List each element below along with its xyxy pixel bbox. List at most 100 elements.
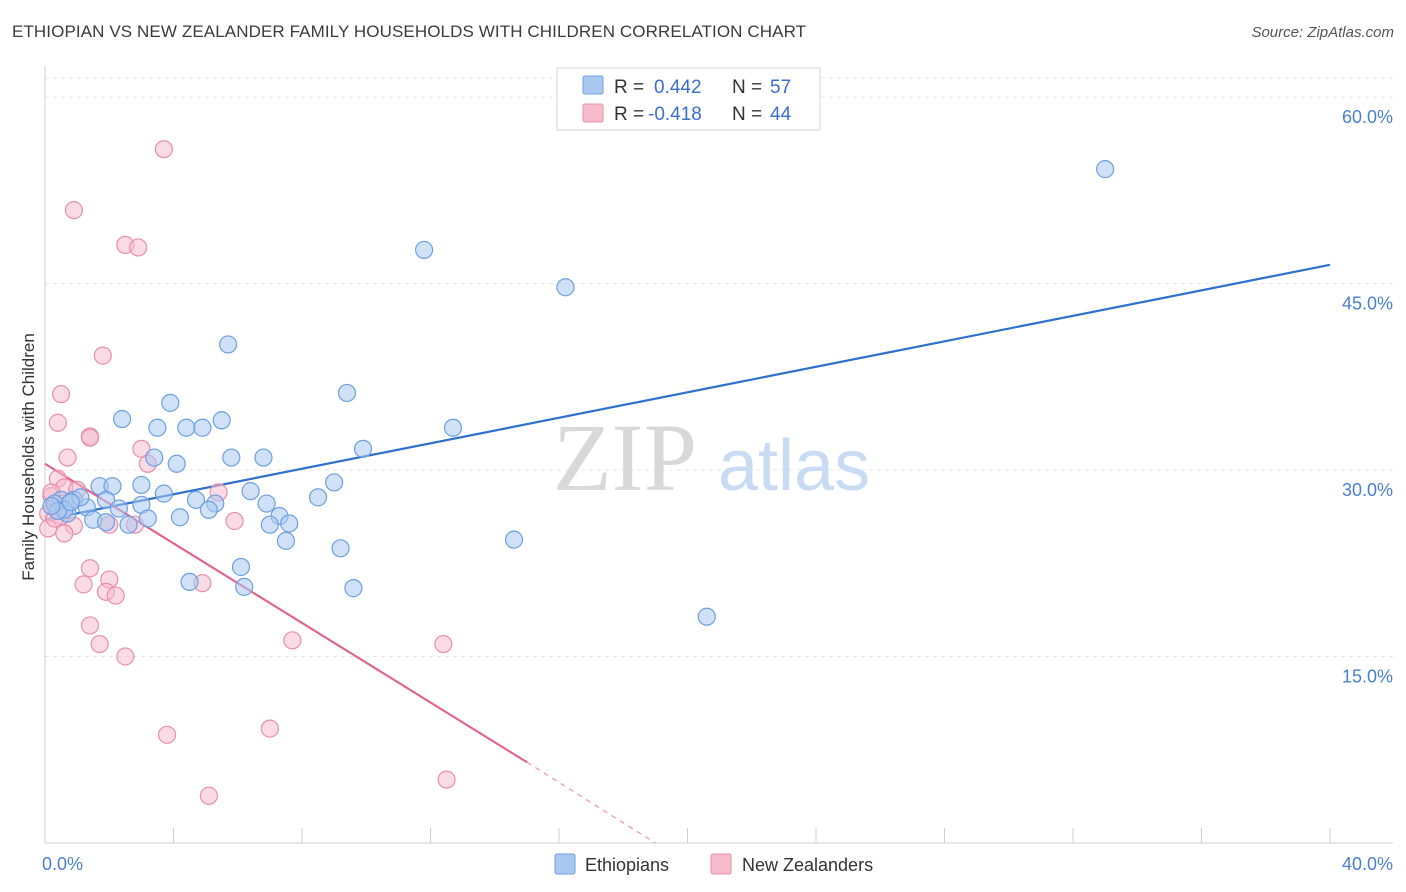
y-tick-labels: 15.0% 30.0% 45.0% 60.0% xyxy=(1342,107,1393,687)
ethiopians-point-43 xyxy=(276,531,296,550)
legend-n-value-2: 44 xyxy=(770,104,792,125)
ethiopians-point-4 xyxy=(337,383,357,403)
new-zealanders-point-38 xyxy=(260,719,279,738)
y-tick-label-1: 30.0% xyxy=(1342,480,1393,500)
legend-new-zealanders-label: New Zealanders xyxy=(742,855,873,875)
x-tick-label-max: 40.0% xyxy=(1342,854,1393,874)
new-zealanders-point-41 xyxy=(199,786,218,805)
new-zealanders-point-21 xyxy=(225,511,244,531)
new-zealanders-point-5 xyxy=(51,385,71,404)
new-zealanders-point-1 xyxy=(64,201,84,220)
new-zealanders-point-27 xyxy=(80,559,100,578)
ethiopians-point-50 xyxy=(697,607,716,626)
source-credit: Source: ZipAtlas.com xyxy=(1251,24,1394,41)
ethiopians-point-24 xyxy=(186,490,206,509)
ethiopians-point-12 xyxy=(353,439,373,458)
new-zealanders-trend-extension xyxy=(526,761,656,844)
y-tick-label-0: 15.0% xyxy=(1342,667,1393,687)
new-zealanders-point-40 xyxy=(437,770,456,789)
ethiopians-point-40 xyxy=(280,514,299,533)
ethiopians-point-23 xyxy=(96,490,116,509)
legend-n-value-1: 57 xyxy=(770,77,791,98)
trend-lines xyxy=(44,263,1331,844)
axes xyxy=(44,66,1393,844)
ethiopians-point-1 xyxy=(414,240,434,260)
ethiopians-point-49 xyxy=(344,579,363,598)
ethiopians-point-44 xyxy=(331,539,350,558)
legend-r-label-1: R = xyxy=(614,77,644,98)
ethiopians-point-13 xyxy=(145,448,164,467)
ethiopians-point-33 xyxy=(199,500,218,519)
ethiopians-point-20 xyxy=(325,473,344,492)
x-tick-label-min: 0.0% xyxy=(42,854,83,874)
legend-ethiopians-label: Ethiopians xyxy=(585,855,669,875)
legend-ethiopians-swatch xyxy=(554,853,576,875)
ethiopians-point-14 xyxy=(222,448,241,467)
ethiopians-point-0 xyxy=(1096,160,1115,179)
ethiopians-point-35 xyxy=(170,508,190,527)
ethiopians-point-2 xyxy=(556,278,575,297)
ethiopians-point-41 xyxy=(260,515,279,534)
ethiopians-point-45 xyxy=(504,530,524,549)
chart-title: ETHIOPIAN VS NEW ZEALANDER FAMILY HOUSEH… xyxy=(12,22,807,41)
ethiopians-point-8 xyxy=(148,418,167,437)
ethiopians-point-16 xyxy=(167,454,186,473)
new-zealanders-point-0 xyxy=(154,140,173,159)
new-zealanders-points xyxy=(39,140,456,805)
ethiopians-point-46 xyxy=(231,557,251,577)
new-zealanders-point-6 xyxy=(48,413,67,432)
ethiopians-point-26 xyxy=(257,494,276,513)
ethiopians-point-36 xyxy=(138,509,157,528)
new-zealanders-point-35 xyxy=(434,634,453,654)
series-legend: Ethiopians New Zealanders xyxy=(554,853,873,875)
ethiopians-point-7 xyxy=(212,411,231,430)
ethiopians-point-47 xyxy=(180,572,199,592)
ethiopians-point-31 xyxy=(109,499,128,518)
legend-r-value-1: 0.442 xyxy=(654,77,702,98)
legend-n-label-2: N = xyxy=(732,104,762,125)
watermark-atlas: atlas xyxy=(718,426,870,506)
ethiopians-point-22 xyxy=(154,484,173,503)
ethiopians-point-5 xyxy=(161,393,180,412)
new-zealanders-point-26 xyxy=(55,524,74,543)
ethiopians-points xyxy=(42,160,1115,626)
y-axis-label: Family Households with Children xyxy=(19,333,38,581)
legend-r-value-2: -0.418 xyxy=(648,104,702,125)
new-zealanders-point-4 xyxy=(93,346,112,365)
ethiopians-point-55 xyxy=(61,493,80,512)
watermark-zip: ZIP xyxy=(553,404,697,511)
new-zealanders-point-33 xyxy=(80,616,100,635)
new-zealanders-point-37 xyxy=(116,647,135,666)
new-zealanders-swatch xyxy=(582,103,604,123)
ethiopians-point-21 xyxy=(241,482,260,501)
stats-legend: R = 0.442 N = 57 R = -0.418 N = 44 xyxy=(556,67,821,131)
y-tick-label-3: 60.0% xyxy=(1342,107,1393,127)
new-zealanders-point-29 xyxy=(74,575,93,594)
new-zealanders-point-39 xyxy=(157,725,177,744)
ethiopians-trend-line xyxy=(44,263,1331,521)
new-zealanders-point-8 xyxy=(80,428,100,447)
ethiopians-point-48 xyxy=(235,577,254,596)
ethiopians-swatch xyxy=(582,75,604,95)
ethiopians-point-38 xyxy=(96,513,116,532)
ethiopians-point-11 xyxy=(443,418,463,437)
ethiopians-point-17 xyxy=(132,475,151,495)
ethiopians-point-3 xyxy=(219,335,238,354)
new-zealanders-point-32 xyxy=(106,586,125,605)
legend-new-zealanders-swatch xyxy=(710,853,732,875)
new-zealanders-point-10 xyxy=(58,448,77,467)
x-tick-labels: 0.0% 40.0% xyxy=(42,854,1393,874)
legend-n-label-1: N = xyxy=(732,77,762,98)
y-tick-label-2: 45.0% xyxy=(1342,294,1393,314)
new-zealanders-point-34 xyxy=(283,631,302,650)
legend-r-label-2: R = xyxy=(614,104,644,125)
ethiopians-point-9 xyxy=(177,418,196,437)
watermark: ZIP atlas xyxy=(553,404,870,511)
ethiopians-point-27 xyxy=(308,488,328,507)
ethiopians-point-15 xyxy=(254,448,273,467)
ethiopians-point-56 xyxy=(42,496,61,516)
new-zealanders-point-3 xyxy=(129,238,148,257)
ethiopians-point-42 xyxy=(119,515,138,534)
new-zealanders-point-36 xyxy=(90,634,109,654)
